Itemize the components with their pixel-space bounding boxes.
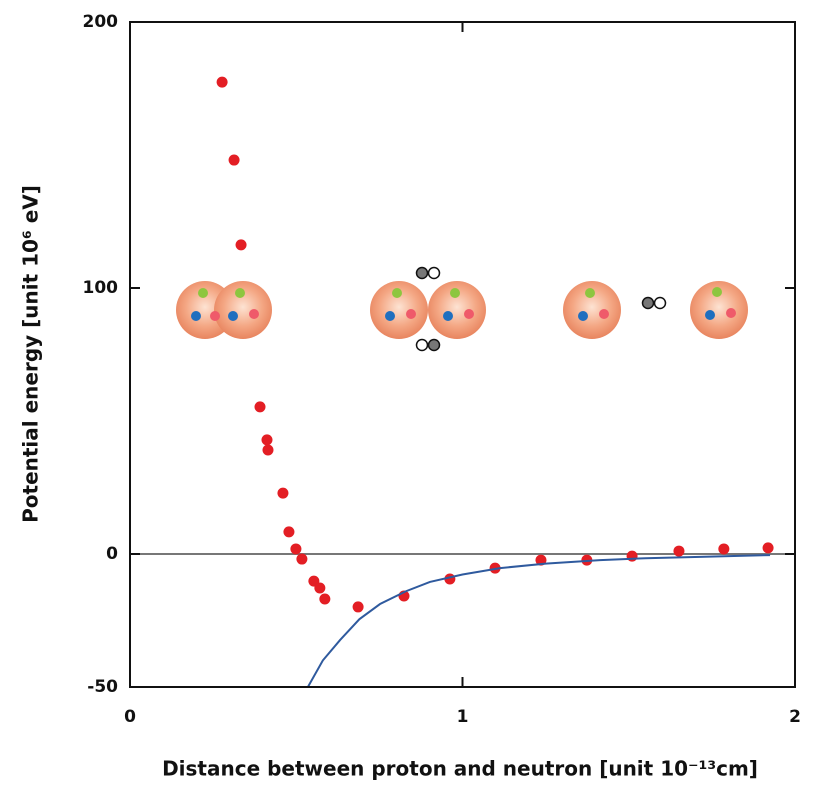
point <box>718 543 730 555</box>
point <box>296 553 308 565</box>
nucleus-pair <box>176 281 272 339</box>
x-tick-label: 2 <box>789 707 801 727</box>
point <box>319 593 331 605</box>
point <box>261 434 273 446</box>
y-tick-label: 100 <box>83 278 119 298</box>
illustration <box>176 266 748 352</box>
x-axis-label: Distance between proton and neutron [uni… <box>162 757 758 781</box>
point <box>254 401 266 413</box>
y-tick-label: 0 <box>106 544 118 564</box>
x-tick-label: 1 <box>457 707 469 727</box>
y-tick-label: 200 <box>83 12 119 32</box>
nucleus-pair <box>370 266 486 352</box>
y-tick-label: -50 <box>87 677 118 697</box>
plot-frame <box>129 21 796 688</box>
point <box>352 601 364 613</box>
x-tick-label: 0 <box>124 707 136 727</box>
nucleus-pair <box>563 281 748 339</box>
point <box>228 154 240 166</box>
point <box>283 526 295 538</box>
point <box>235 239 247 251</box>
point <box>216 76 228 88</box>
point <box>277 487 289 499</box>
point <box>262 444 274 456</box>
point <box>290 543 302 555</box>
curve <box>307 554 771 688</box>
point <box>673 545 685 557</box>
y-axis-label: Potential energy [unit 10⁶ eV] <box>19 185 43 523</box>
point <box>314 582 326 594</box>
point <box>762 542 774 554</box>
point <box>626 550 638 562</box>
